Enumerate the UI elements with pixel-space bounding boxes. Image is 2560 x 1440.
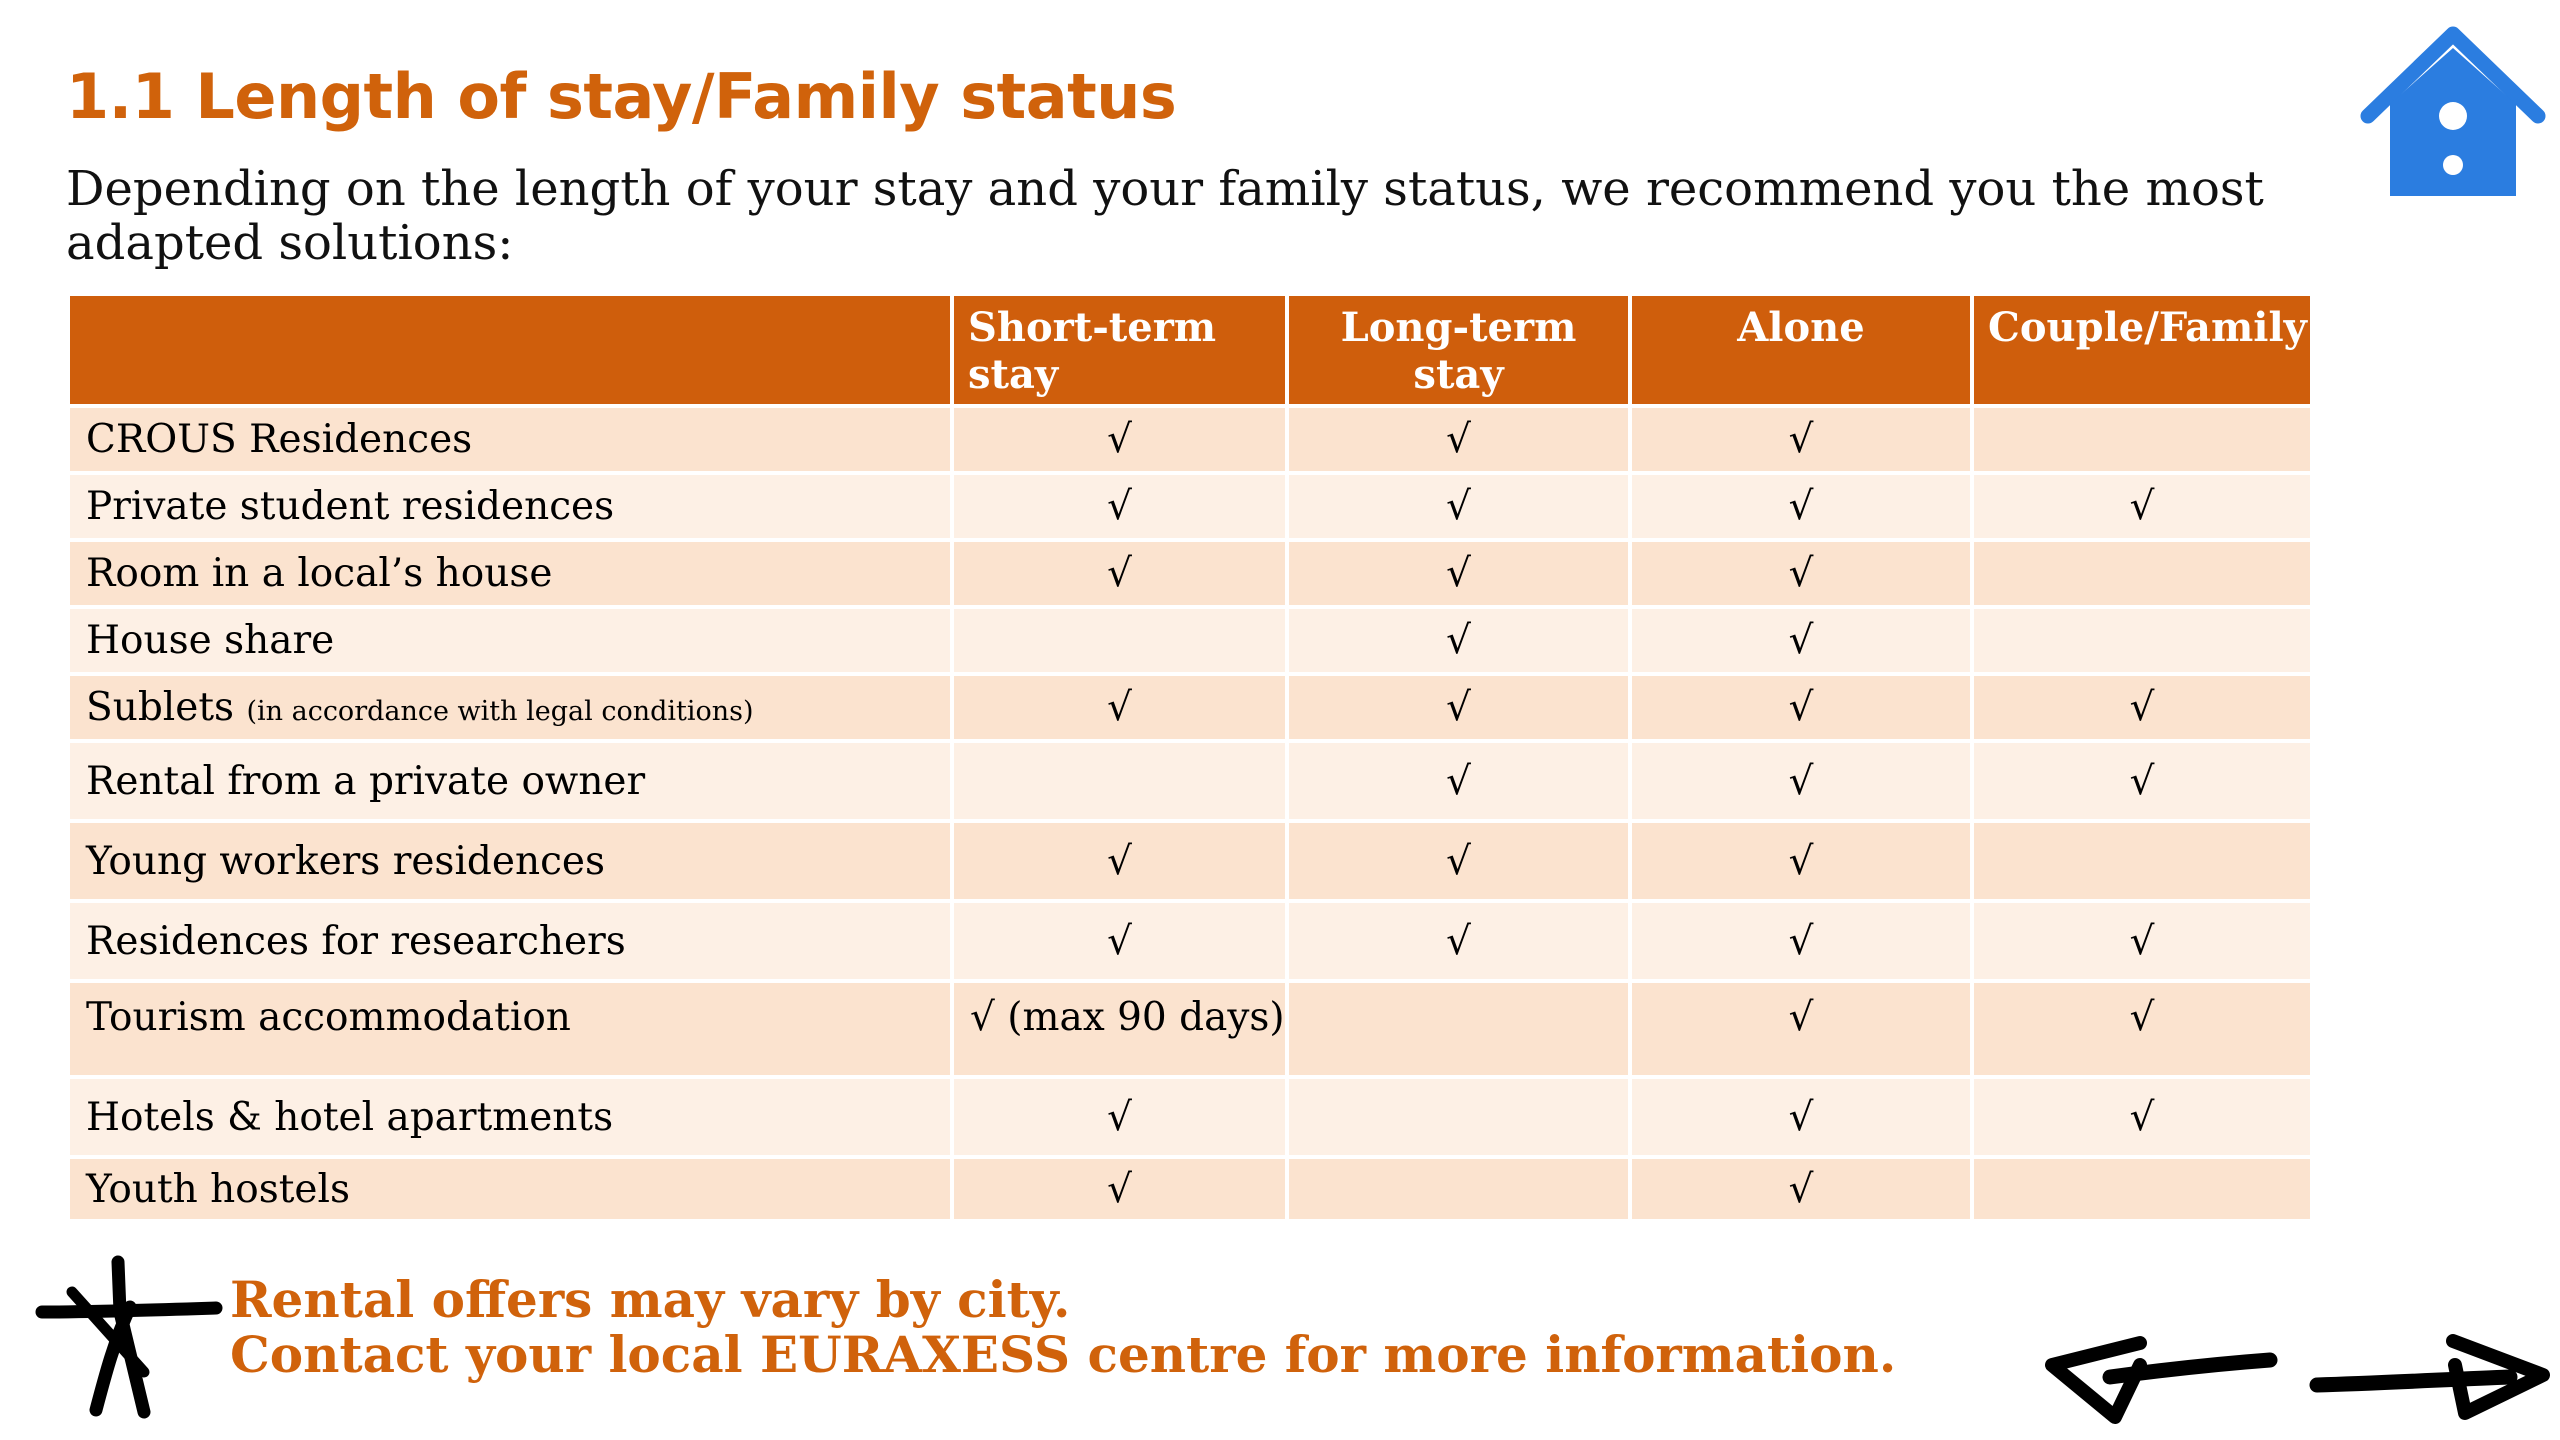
cell-long-term: √	[1285, 404, 1632, 475]
row-label: Young workers residences	[66, 819, 954, 903]
cell-alone: √	[1628, 605, 1974, 676]
cell-couple-family	[1970, 404, 2314, 475]
cell-couple-family	[1970, 605, 2314, 676]
table-row: Residences for researchers √ √ √ √	[66, 899, 2314, 983]
cell-short-term: √	[950, 404, 1289, 475]
cell-alone: √	[1628, 819, 1974, 903]
cell-short-term	[950, 739, 1289, 823]
row-label: Hotels & hotel apartments	[66, 1075, 954, 1159]
cell-alone: √	[1628, 538, 1974, 609]
cell-short-term: √	[950, 471, 1289, 542]
cell-short-term	[950, 605, 1289, 676]
row-label: Room in a local’s house	[66, 538, 954, 609]
cell-alone: √	[1628, 672, 1974, 743]
cell-couple-family: √	[1970, 471, 2314, 542]
page-title: 1.1 Length of stay/Family status	[66, 60, 1177, 133]
header-short-term-stay: Short-term stay	[950, 292, 1289, 408]
row-label: CROUS Residences	[66, 404, 954, 475]
row-label: Tourism accommodation	[66, 979, 954, 1079]
table-header-row: Short-term stay Long-term stay Alone Cou…	[66, 292, 2314, 408]
cell-alone: √	[1628, 404, 1974, 475]
cell-couple-family: √	[1970, 672, 2314, 743]
home-icon[interactable]	[2360, 24, 2546, 202]
cell-long-term	[1285, 1155, 1632, 1223]
cell-short-term: √	[950, 819, 1289, 903]
cell-couple-family: √	[1970, 899, 2314, 983]
table-row: CROUS Residences √ √ √	[66, 404, 2314, 475]
cell-couple-family	[1970, 819, 2314, 903]
footer-note: Rental offers may vary by city. Contact …	[230, 1272, 1896, 1382]
table-row: Private student residences √ √ √ √	[66, 471, 2314, 542]
cell-alone: √	[1628, 739, 1974, 823]
cell-couple-family: √	[1970, 979, 2314, 1079]
arrow-left-icon[interactable]	[2040, 1325, 2290, 1435]
row-label: Residences for researchers	[66, 899, 954, 983]
footer-line-1: Rental offers may vary by city.	[230, 1270, 1071, 1329]
cell-alone: √	[1628, 1155, 1974, 1223]
cell-short-term: √	[950, 899, 1289, 983]
cell-short-term: √	[950, 1075, 1289, 1159]
row-label-text: Sublets	[86, 685, 235, 730]
table-row: Room in a local’s house √ √ √	[66, 538, 2314, 609]
header-long-term-stay: Long-term stay	[1285, 292, 1632, 408]
cell-long-term: √	[1285, 672, 1632, 743]
cell-short-term: √	[950, 1155, 1289, 1223]
table-row: Young workers residences √ √ √	[66, 819, 2314, 903]
cell-couple-family	[1970, 1155, 2314, 1223]
intro-text: Depending on the length of your stay and…	[66, 161, 2264, 271]
cell-short-term: √	[950, 538, 1289, 609]
cell-long-term	[1285, 979, 1632, 1079]
cell-couple-family: √	[1970, 1075, 2314, 1159]
table-row: Hotels & hotel apartments √ √ √	[66, 1075, 2314, 1159]
cell-alone: √	[1628, 979, 1974, 1079]
arrow-right-icon[interactable]	[2305, 1325, 2555, 1435]
header-label	[66, 292, 954, 408]
cell-long-term	[1285, 1075, 1632, 1159]
star-annotation-icon	[35, 1255, 223, 1419]
footer-line-2: Contact your local EURAXESS centre for m…	[230, 1325, 1897, 1384]
header-couple-family: Couple/Family	[1970, 292, 2314, 408]
row-label: House share	[66, 605, 954, 676]
cell-alone: √	[1628, 1075, 1974, 1159]
row-label-note: (in accordance with legal conditions)	[246, 696, 754, 727]
cell-couple-family	[1970, 538, 2314, 609]
cell-long-term: √	[1285, 819, 1632, 903]
cell-long-term: √	[1285, 899, 1632, 983]
table-row: House share √ √	[66, 605, 2314, 676]
cell-long-term: √	[1285, 538, 1632, 609]
table-row: Tourism accommodation √ (max 90 days) √ …	[66, 979, 2314, 1079]
table-row: Youth hostels √ √	[66, 1155, 2314, 1223]
row-label: Private student residences	[66, 471, 954, 542]
cell-long-term: √	[1285, 739, 1632, 823]
row-label: Rental from a private owner	[66, 739, 954, 823]
row-label: Youth hostels	[66, 1155, 954, 1223]
table-row: Rental from a private owner √ √ √	[66, 739, 2314, 823]
cell-long-term: √	[1285, 605, 1632, 676]
cell-short-term: √ (max 90 days)	[950, 979, 1289, 1079]
cell-long-term: √	[1285, 471, 1632, 542]
cell-short-term: √	[950, 672, 1289, 743]
row-label: Sublets (in accordance with legal condit…	[66, 672, 954, 743]
cell-alone: √	[1628, 471, 1974, 542]
cell-alone: √	[1628, 899, 1974, 983]
cell-couple-family: √	[1970, 739, 2314, 823]
housing-options-table: Short-term stay Long-term stay Alone Cou…	[66, 292, 2314, 1223]
header-alone: Alone	[1628, 292, 1974, 408]
table-row: Sublets (in accordance with legal condit…	[66, 672, 2314, 743]
